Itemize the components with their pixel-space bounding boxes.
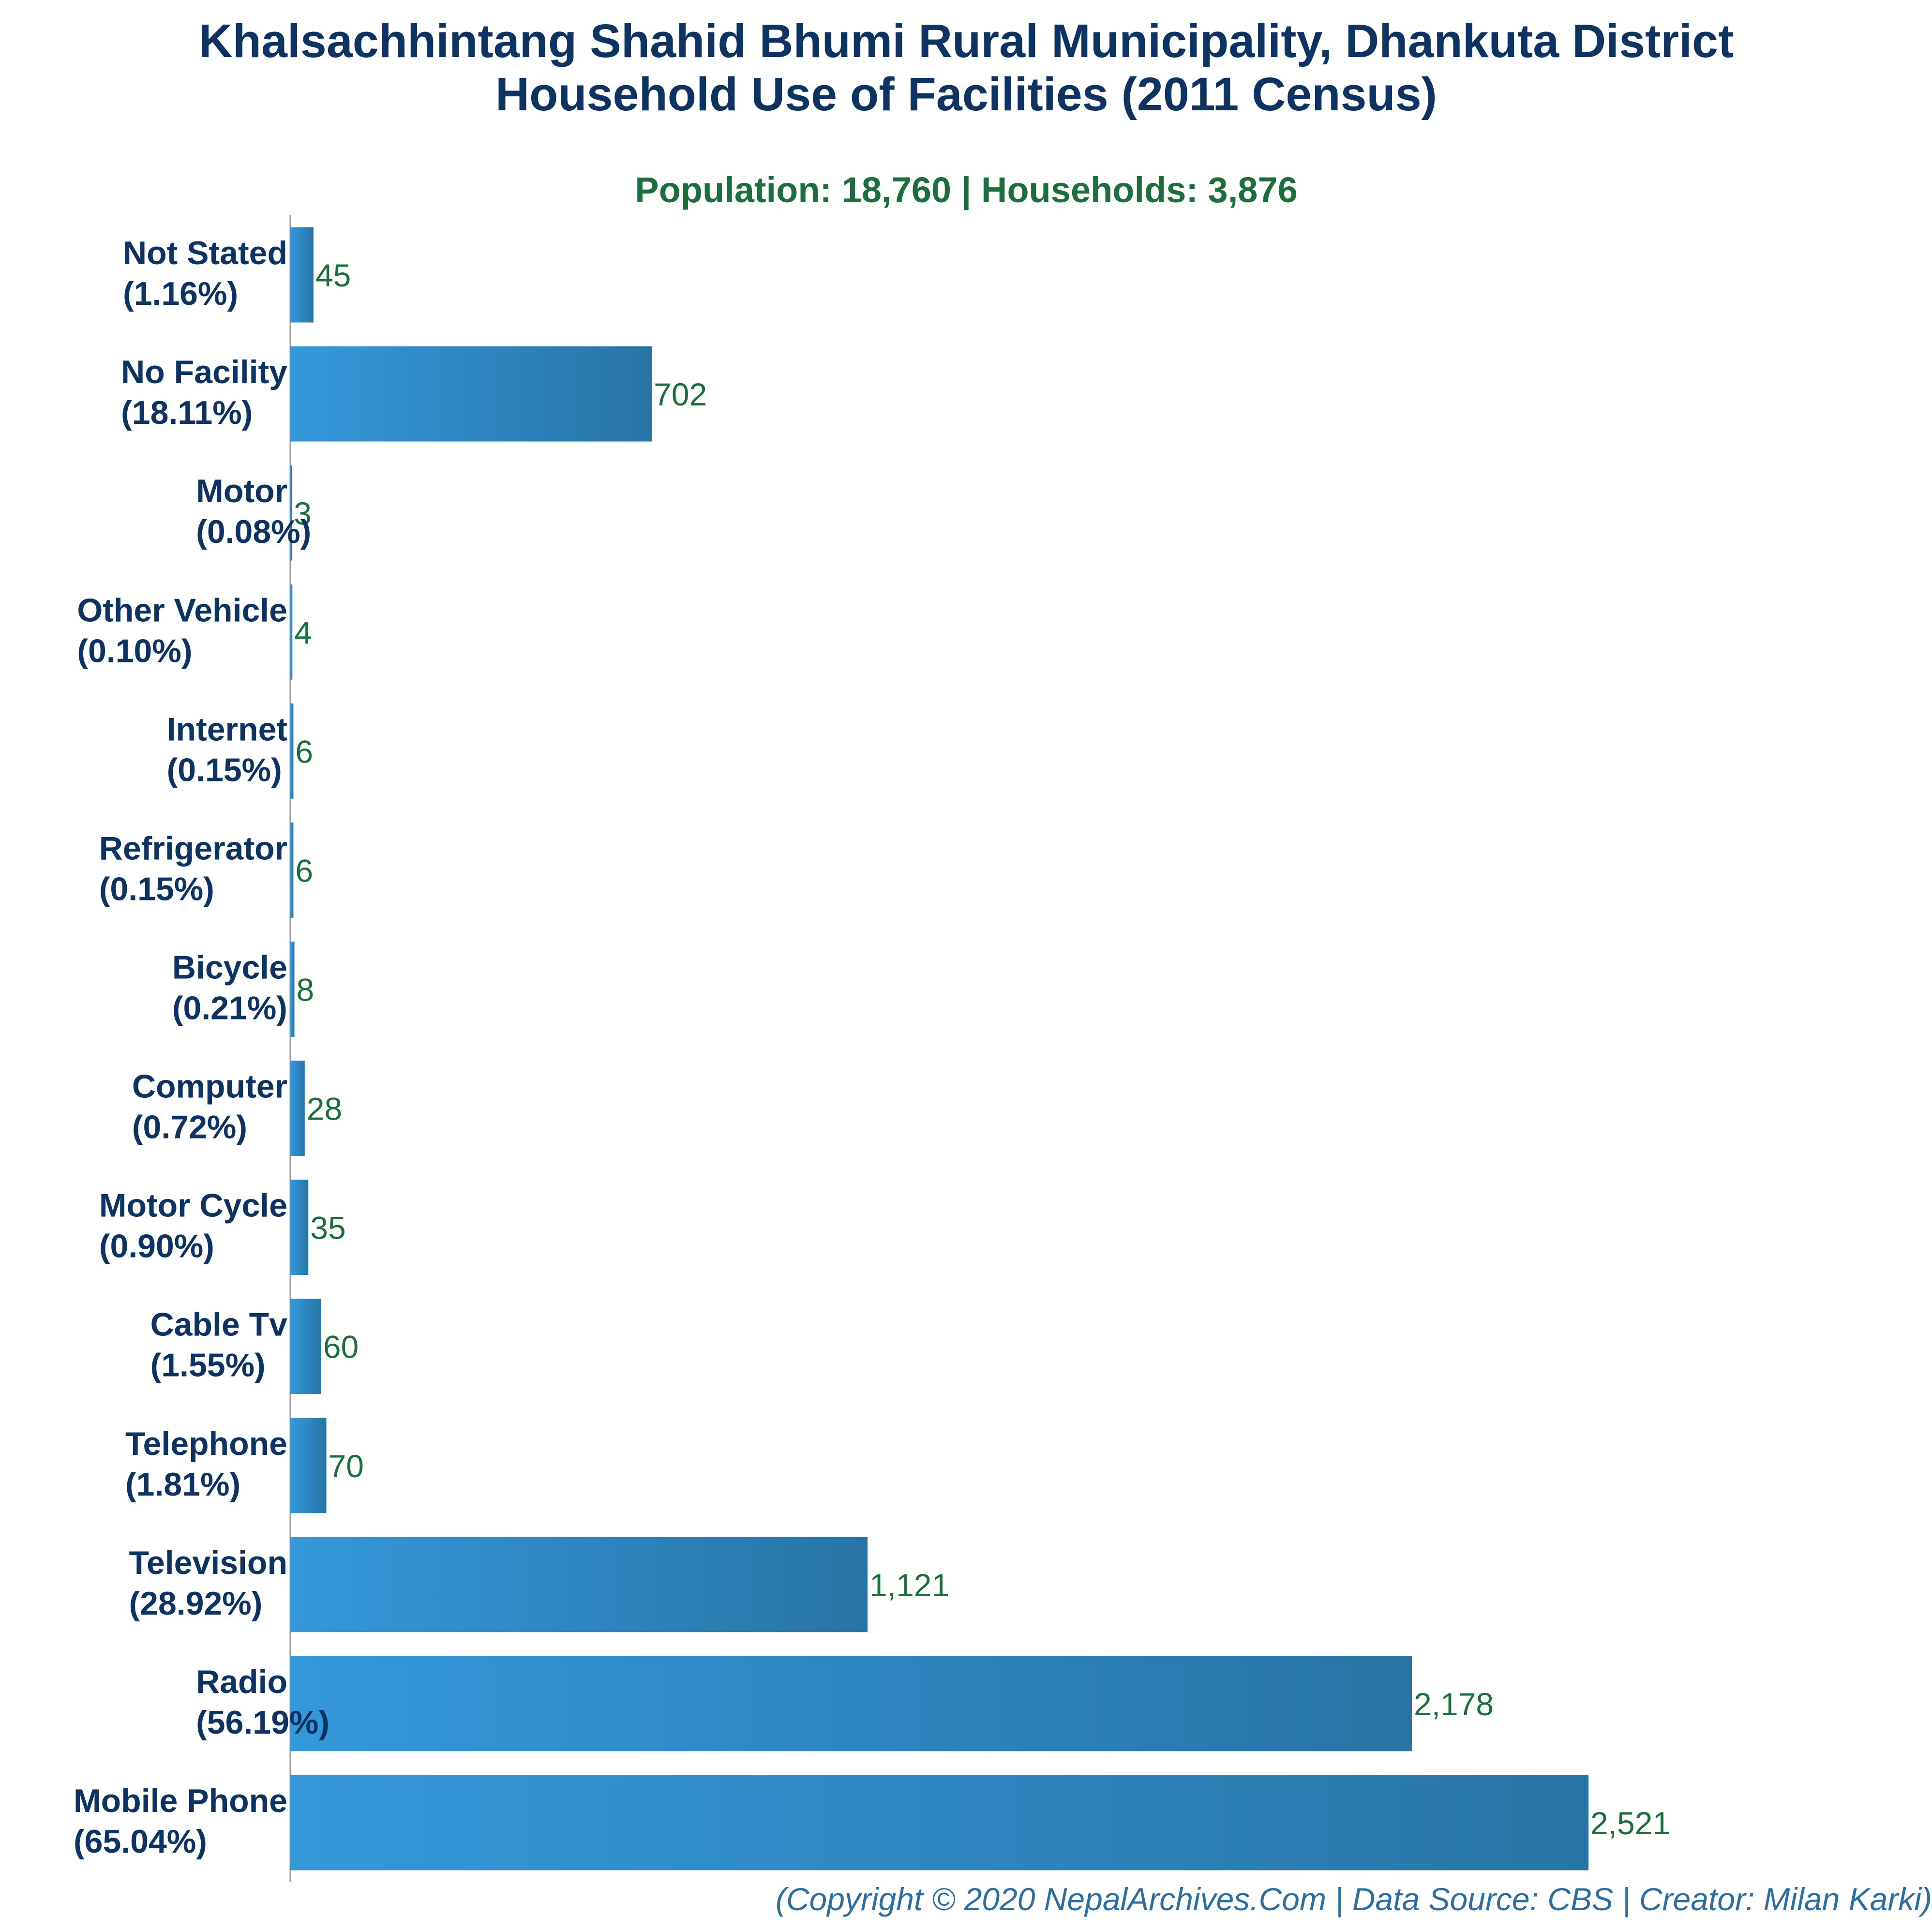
value-label: 60: [323, 1329, 359, 1365]
percent-label: (0.08%): [196, 513, 311, 550]
chart-footer: (Copyright © 2020 NepalArchives.Com | Da…: [776, 1881, 1932, 1918]
bar-no-facility: [290, 346, 652, 442]
category-label: Not Stated: [123, 235, 287, 271]
chart-subtitle: Population: 18,760 | Households: 3,876: [635, 170, 1298, 210]
value-label: 702: [654, 376, 707, 412]
value-label: 1,121: [869, 1567, 949, 1603]
chart-title-line2: Household Use of Facilities (2011 Census…: [495, 68, 1437, 120]
category-label: Motor Cycle: [99, 1187, 287, 1224]
category-label: Internet: [167, 711, 287, 748]
percent-label: (0.10%): [77, 632, 192, 669]
bar-other-vehicle: [290, 584, 293, 680]
value-label: 2,521: [1590, 1805, 1670, 1841]
bar-radio: [290, 1656, 1412, 1752]
category-label: Cable Tv: [150, 1306, 288, 1343]
bar-telephone: [290, 1418, 327, 1513]
chart-title: Khalsachhintang Shahid Bhumi Rural Munic…: [199, 15, 1734, 67]
category-label: Telephone: [125, 1425, 287, 1462]
category-label: Refrigerator: [99, 830, 287, 867]
value-label: 70: [328, 1448, 363, 1484]
category-label: Motor: [196, 473, 287, 509]
bar-motor: [290, 465, 292, 561]
bars-group: 45 Not Stated (1.16%) 702 No Facility (18.11%…: [74, 227, 1670, 1871]
bar-computer: [290, 1061, 305, 1156]
bar-television: [290, 1537, 868, 1632]
value-label: 6: [295, 734, 313, 769]
percent-label: (0.21%): [172, 989, 287, 1026]
percent-label: (18.11%): [121, 394, 253, 431]
category-label: Television: [129, 1544, 287, 1581]
value-label: 45: [315, 257, 351, 293]
bar-motor-cycle: [290, 1180, 309, 1275]
percent-label: (1.81%): [125, 1466, 240, 1503]
category-label: No Facility: [121, 354, 287, 390]
value-label: 28: [307, 1091, 342, 1127]
percent-label: (0.90%): [99, 1228, 214, 1265]
category-label: Bicycle: [172, 949, 287, 986]
category-label: Computer: [132, 1068, 287, 1105]
bar-refrigerator: [290, 822, 294, 918]
bar-mobile-phone: [290, 1775, 1588, 1871]
percent-label: (28.92%): [129, 1585, 262, 1622]
value-label: 3: [294, 495, 312, 531]
value-label: 6: [295, 853, 313, 888]
bar-internet: [290, 703, 294, 799]
category-label: Mobile Phone: [74, 1782, 287, 1819]
bar-bicycle: [290, 942, 295, 1037]
percent-label: (1.16%): [123, 275, 238, 312]
value-label: 4: [294, 614, 312, 650]
percent-label: (0.72%): [132, 1109, 247, 1146]
value-label: 8: [297, 972, 315, 1007]
percent-label: (0.15%): [167, 751, 282, 788]
category-label: Other Vehicle: [77, 592, 287, 629]
value-label: 2,178: [1414, 1686, 1494, 1722]
percent-label: (65.04%): [74, 1823, 207, 1860]
percent-label: (0.15%): [99, 870, 214, 907]
bar-not-stated: [290, 227, 314, 323]
percent-label: (1.55%): [150, 1347, 266, 1384]
category-label: Radio: [196, 1663, 287, 1700]
value-label: 35: [310, 1210, 345, 1246]
bar-cable-tv: [290, 1299, 321, 1394]
percent-label: (56.19%): [196, 1704, 329, 1741]
